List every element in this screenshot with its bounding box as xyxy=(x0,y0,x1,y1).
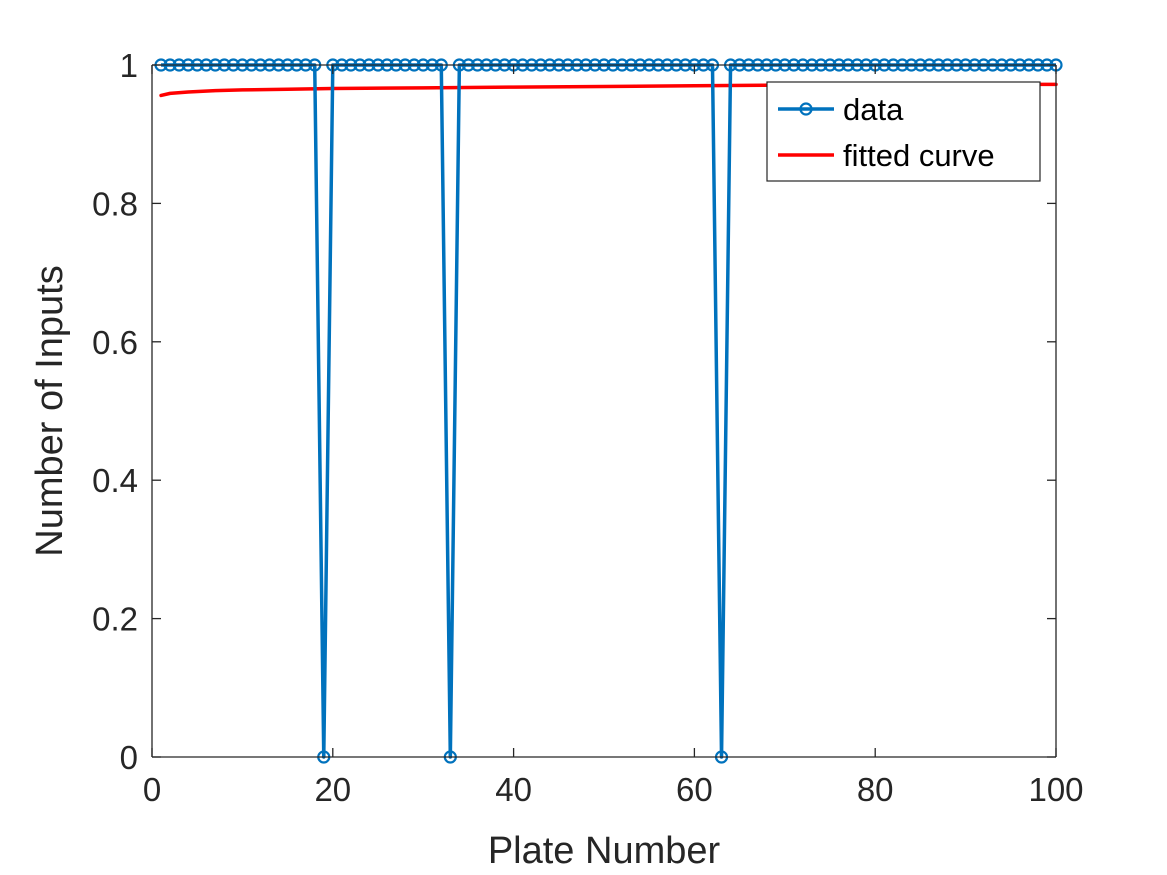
y-tick-label: 0.8 xyxy=(92,185,138,222)
x-tick-label: 20 xyxy=(314,771,351,808)
legend-data-label: data xyxy=(843,92,904,127)
x-axis-label: Plate Number xyxy=(488,830,721,872)
y-tick-label: 0 xyxy=(120,739,138,776)
x-tick-label: 80 xyxy=(857,771,894,808)
ticks-layer: 0 20 40 60 80 100 0 0.2 0.4 0.6 0.8 1 xyxy=(92,47,1083,808)
x-tick-label: 40 xyxy=(495,771,532,808)
axes-layer xyxy=(151,64,1057,758)
y-tick-label: 0.6 xyxy=(92,324,138,361)
y-tick-label: 0.2 xyxy=(92,601,138,638)
x-tick-label: 0 xyxy=(143,771,161,808)
legend: data fitted curve xyxy=(766,81,1041,182)
y-axis-label: Number of Inputs xyxy=(29,265,71,556)
legend-fitted-curve-label: fitted curve xyxy=(843,138,995,173)
legend-box xyxy=(766,81,1041,182)
y-tick-label: 1 xyxy=(120,47,138,84)
legend-data-marker xyxy=(799,102,813,116)
x-tick-label: 100 xyxy=(1028,771,1083,808)
y-tick-label: 0.4 xyxy=(92,462,138,499)
x-tick-label: 60 xyxy=(676,771,713,808)
